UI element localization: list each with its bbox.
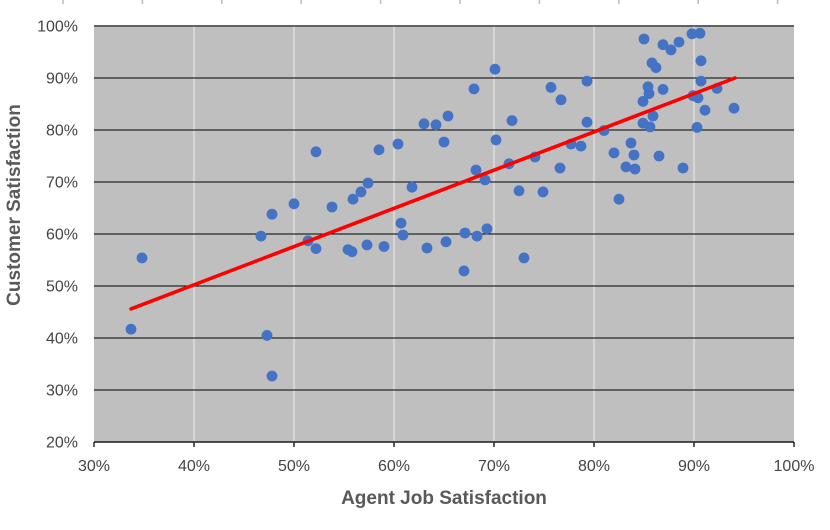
- data-point[interactable]: [686, 28, 698, 40]
- data-point[interactable]: [677, 162, 689, 174]
- data-point[interactable]: [479, 174, 491, 186]
- data-point[interactable]: [699, 104, 711, 116]
- data-point[interactable]: [310, 243, 322, 255]
- data-point[interactable]: [581, 75, 593, 87]
- data-point[interactable]: [373, 144, 385, 156]
- data-point[interactable]: [581, 116, 593, 128]
- y-tick-label: 100%: [37, 19, 78, 36]
- data-point[interactable]: [555, 94, 567, 106]
- data-point[interactable]: [136, 252, 148, 264]
- y-axis-title: Customer Satisfaction: [4, 104, 25, 306]
- data-point[interactable]: [489, 63, 501, 75]
- data-point[interactable]: [442, 110, 454, 122]
- data-point[interactable]: [418, 118, 430, 130]
- data-point[interactable]: [266, 370, 278, 382]
- data-point[interactable]: [638, 33, 650, 45]
- data-point[interactable]: [421, 242, 433, 254]
- data-point[interactable]: [518, 252, 530, 264]
- data-point[interactable]: [471, 230, 483, 242]
- data-point[interactable]: [657, 84, 669, 95]
- y-tick-label: 30%: [46, 383, 78, 400]
- x-tick-label: 100%: [774, 458, 815, 475]
- data-point[interactable]: [625, 137, 637, 149]
- data-point[interactable]: [537, 186, 549, 198]
- data-point[interactable]: [355, 186, 367, 198]
- data-point[interactable]: [665, 44, 677, 56]
- data-point[interactable]: [468, 83, 480, 95]
- data-point[interactable]: [728, 102, 740, 114]
- data-point[interactable]: [653, 150, 665, 162]
- data-point[interactable]: [637, 96, 649, 107]
- data-point[interactable]: [513, 185, 525, 197]
- data-point[interactable]: [378, 241, 390, 252]
- data-point[interactable]: [620, 161, 632, 173]
- data-point[interactable]: [628, 149, 640, 161]
- data-point[interactable]: [392, 138, 404, 150]
- x-tick-label: 90%: [678, 458, 710, 475]
- x-tick-label: 30%: [78, 458, 110, 475]
- data-point[interactable]: [288, 198, 300, 210]
- data-point[interactable]: [361, 239, 373, 251]
- data-point[interactable]: [613, 193, 625, 205]
- x-tick-label: 80%: [578, 458, 610, 475]
- data-point[interactable]: [347, 193, 359, 205]
- data-point[interactable]: [255, 230, 267, 242]
- data-point[interactable]: [310, 146, 322, 158]
- y-tick-label: 90%: [46, 71, 78, 88]
- y-tick-label: 40%: [46, 331, 78, 348]
- data-point[interactable]: [647, 110, 659, 122]
- data-point[interactable]: [430, 119, 442, 131]
- data-point[interactable]: [459, 227, 471, 239]
- data-point[interactable]: [438, 136, 450, 148]
- data-point[interactable]: [629, 163, 641, 175]
- y-tick-label: 70%: [46, 175, 78, 192]
- data-point[interactable]: [470, 164, 482, 176]
- y-tick-label: 80%: [46, 123, 78, 140]
- data-point[interactable]: [691, 122, 703, 133]
- data-point[interactable]: [545, 82, 557, 93]
- data-point[interactable]: [608, 147, 620, 159]
- data-point[interactable]: [440, 236, 452, 248]
- data-point[interactable]: [490, 134, 502, 146]
- trendline[interactable]: [129, 76, 737, 311]
- data-point[interactable]: [657, 39, 669, 51]
- data-point[interactable]: [575, 140, 587, 152]
- data-point[interactable]: [362, 177, 374, 189]
- data-point[interactable]: [266, 208, 278, 220]
- data-point[interactable]: [643, 88, 655, 99]
- data-point[interactable]: [695, 55, 707, 67]
- data-point[interactable]: [406, 181, 418, 193]
- data-point[interactable]: [695, 75, 707, 87]
- plot-layer: 30% 40% 50% 60% 70% 80% 90% 100%20%30%40%50%60%…: [37, 0, 814, 475]
- data-point[interactable]: [326, 201, 338, 213]
- x-tick-label: 60%: [378, 458, 410, 475]
- data-point[interactable]: [125, 323, 137, 335]
- x-tick-label: 70%: [478, 458, 510, 475]
- data-point[interactable]: [481, 223, 493, 235]
- data-point[interactable]: [346, 246, 358, 258]
- data-point[interactable]: [261, 330, 273, 341]
- data-point[interactable]: [554, 162, 566, 174]
- x-tick-label: 40%: [178, 458, 210, 475]
- data-point[interactable]: [650, 62, 662, 73]
- data-point[interactable]: [644, 121, 656, 133]
- y-tick-label: 20%: [46, 435, 78, 452]
- y-tick-label: 50%: [46, 279, 78, 296]
- data-point[interactable]: [395, 217, 407, 229]
- x-axis-title: Agent Job Satisfaction: [341, 488, 547, 509]
- data-point[interactable]: [397, 229, 409, 241]
- y-tick-label: 60%: [46, 227, 78, 244]
- data-point[interactable]: [694, 27, 706, 39]
- data-point[interactable]: [506, 115, 518, 126]
- data-point[interactable]: [673, 36, 685, 48]
- x-tick-label: 50%: [278, 458, 310, 475]
- data-point[interactable]: [458, 265, 470, 277]
